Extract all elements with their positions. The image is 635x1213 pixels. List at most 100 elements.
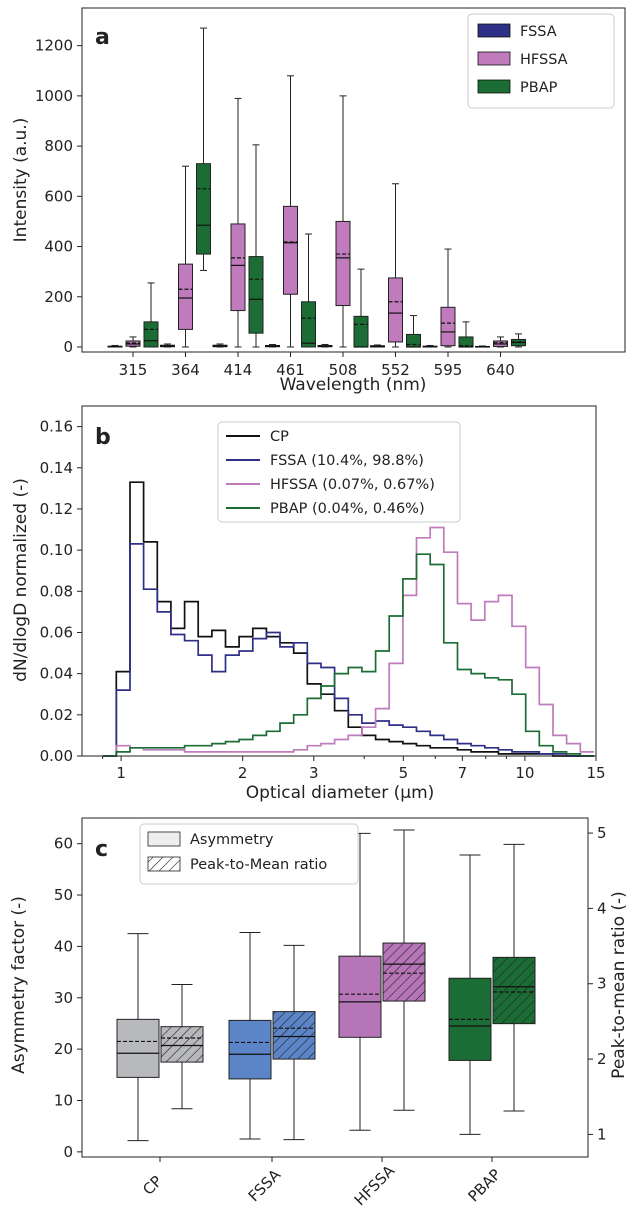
panel-b-legend: CP FSSA (10.4%, 98.8%) HFSSA (0.07%, 0.6… xyxy=(217,421,461,523)
legend-label-asymmetry: Asymmetry xyxy=(190,832,274,848)
box-body xyxy=(116,1018,160,1078)
x-tick-label: 508 xyxy=(329,361,358,379)
panel-a-xlabel: Wavelength (nm) xyxy=(280,375,427,395)
box-pbap xyxy=(458,321,474,348)
y-tick-label: 400 xyxy=(44,238,73,256)
box-body xyxy=(406,333,421,348)
box-hfssa xyxy=(388,183,403,348)
y-tick-label-right: 4 xyxy=(597,899,607,917)
box-peak-to-mean-cp xyxy=(160,983,204,1110)
box-body xyxy=(440,306,456,347)
box-hfssa xyxy=(125,336,141,348)
box-body xyxy=(196,163,211,255)
series-line-hfssa xyxy=(102,526,594,757)
y-tick-label: 0.00 xyxy=(40,747,73,765)
x-tick-label: 10 xyxy=(515,764,534,782)
box-fssa xyxy=(160,343,175,348)
legend-swatch-hfssa xyxy=(477,51,511,66)
y-tick-label-right: 1 xyxy=(597,1125,607,1143)
box-body xyxy=(178,263,193,330)
panel-b-frame xyxy=(81,405,597,757)
x-tick-label: 1 xyxy=(116,764,126,782)
legend-box xyxy=(139,823,359,885)
panel-b-letter: b xyxy=(95,425,111,450)
box-hatch xyxy=(161,1026,203,1063)
box-body xyxy=(301,301,316,348)
y-tick-label-left: 0 xyxy=(63,1143,73,1161)
y-tick-label: 600 xyxy=(44,187,73,205)
box-hfssa xyxy=(493,336,508,348)
x-tick-label: 461 xyxy=(276,361,305,379)
x-tick-label: 552 xyxy=(381,361,410,379)
x-tick-label: 2 xyxy=(238,764,248,782)
box-pbap xyxy=(406,315,421,348)
box-hatch xyxy=(273,1011,315,1060)
y-tick-label-left: 30 xyxy=(54,989,73,1007)
y-tick-label: 200 xyxy=(44,288,73,306)
box-pbap xyxy=(196,27,211,271)
legend-swatch-fssa xyxy=(477,23,511,38)
box-body xyxy=(228,1019,272,1080)
panel-b-plot-area: 0.00 0.02 0.04 0.06 0.08 0.10 0.12 0.14 0.16 1 2 3 5… xyxy=(40,418,606,782)
y-tick-label: 0.12 xyxy=(40,500,73,518)
box-hatch xyxy=(383,943,425,1002)
box-fssa xyxy=(212,343,228,348)
box-hatch xyxy=(493,957,535,1024)
box-pbap xyxy=(353,268,369,348)
y-tick-label: 0.06 xyxy=(40,623,73,641)
panel-a-frame xyxy=(81,7,626,353)
box-body xyxy=(230,223,246,312)
box-peak-to-mean-hfssa xyxy=(382,829,426,1111)
box-fssa xyxy=(107,344,123,348)
panel-a: 0 200 400 600 800 1000 1200 315 364 414 461 508 552 5… xyxy=(11,7,626,395)
panel-c-frame xyxy=(81,817,589,1158)
x-tick-label: CP xyxy=(139,1172,166,1199)
box-hfssa xyxy=(178,165,193,348)
y-tick-label-left: 10 xyxy=(54,1092,73,1110)
box-hfssa xyxy=(440,248,456,348)
y-tick-label: 0.16 xyxy=(40,418,73,436)
x-tick-label: 364 xyxy=(171,361,200,379)
legend-label-cp: CP xyxy=(270,429,289,445)
box-fssa xyxy=(475,345,490,348)
y-tick-label: 0.02 xyxy=(40,706,73,724)
box-fssa xyxy=(370,344,385,348)
y-tick-label: 0 xyxy=(63,338,73,356)
series-line-fssa xyxy=(102,543,594,757)
y-tick-label: 0.14 xyxy=(40,459,73,477)
panel-a-ylabel: Intensity (a.u.) xyxy=(11,118,31,243)
box-body xyxy=(335,220,351,307)
legend-label-pbap: PBAP (0.04%, 0.46%) xyxy=(270,501,425,517)
x-tick-label: FSSA xyxy=(245,1165,285,1205)
panel-a-legend: FSSA HFSSA PBAP xyxy=(467,13,615,109)
x-tick-label: 15 xyxy=(586,764,605,782)
box-hfssa xyxy=(335,95,351,348)
legend-label-fssa: FSSA (10.4%, 98.8%) xyxy=(270,453,424,469)
box-asymmetry-cp xyxy=(116,933,160,1142)
y-tick-label-left: 40 xyxy=(54,937,73,955)
box-pbap xyxy=(143,282,159,348)
legend-label-fssa: FSSA xyxy=(520,24,557,40)
x-tick-label: PBAP xyxy=(464,1165,504,1205)
y-tick-label: 0.08 xyxy=(40,582,73,600)
legend-label-peak-to-mean: Peak-to-Mean ratio xyxy=(190,857,327,873)
box-peak-to-mean-pbap xyxy=(492,843,536,1112)
y-tick-label: 800 xyxy=(44,137,73,155)
y-tick-label-left: 60 xyxy=(54,835,73,853)
y-tick-label: 0.10 xyxy=(40,541,73,559)
series-line-pbap xyxy=(102,553,594,757)
legend-swatch-asymmetry xyxy=(147,831,181,847)
box-fssa xyxy=(422,344,438,348)
box-fssa xyxy=(317,343,333,348)
box-body xyxy=(143,321,159,348)
panel-c-ylabel-right: Peak-to-mean ratio (-) xyxy=(609,891,629,1079)
y-tick-label-right: 5 xyxy=(597,824,607,842)
box-fssa xyxy=(265,343,280,348)
legend-swatch-pbap xyxy=(477,79,511,94)
x-tick-label: 3 xyxy=(309,764,319,782)
y-tick-label-left: 20 xyxy=(54,1040,73,1058)
panel-c-letter: c xyxy=(95,837,108,862)
y-tick-label-right: 2 xyxy=(597,1050,607,1068)
box-pbap xyxy=(511,333,526,348)
box-asymmetry-hfssa xyxy=(338,832,382,1131)
